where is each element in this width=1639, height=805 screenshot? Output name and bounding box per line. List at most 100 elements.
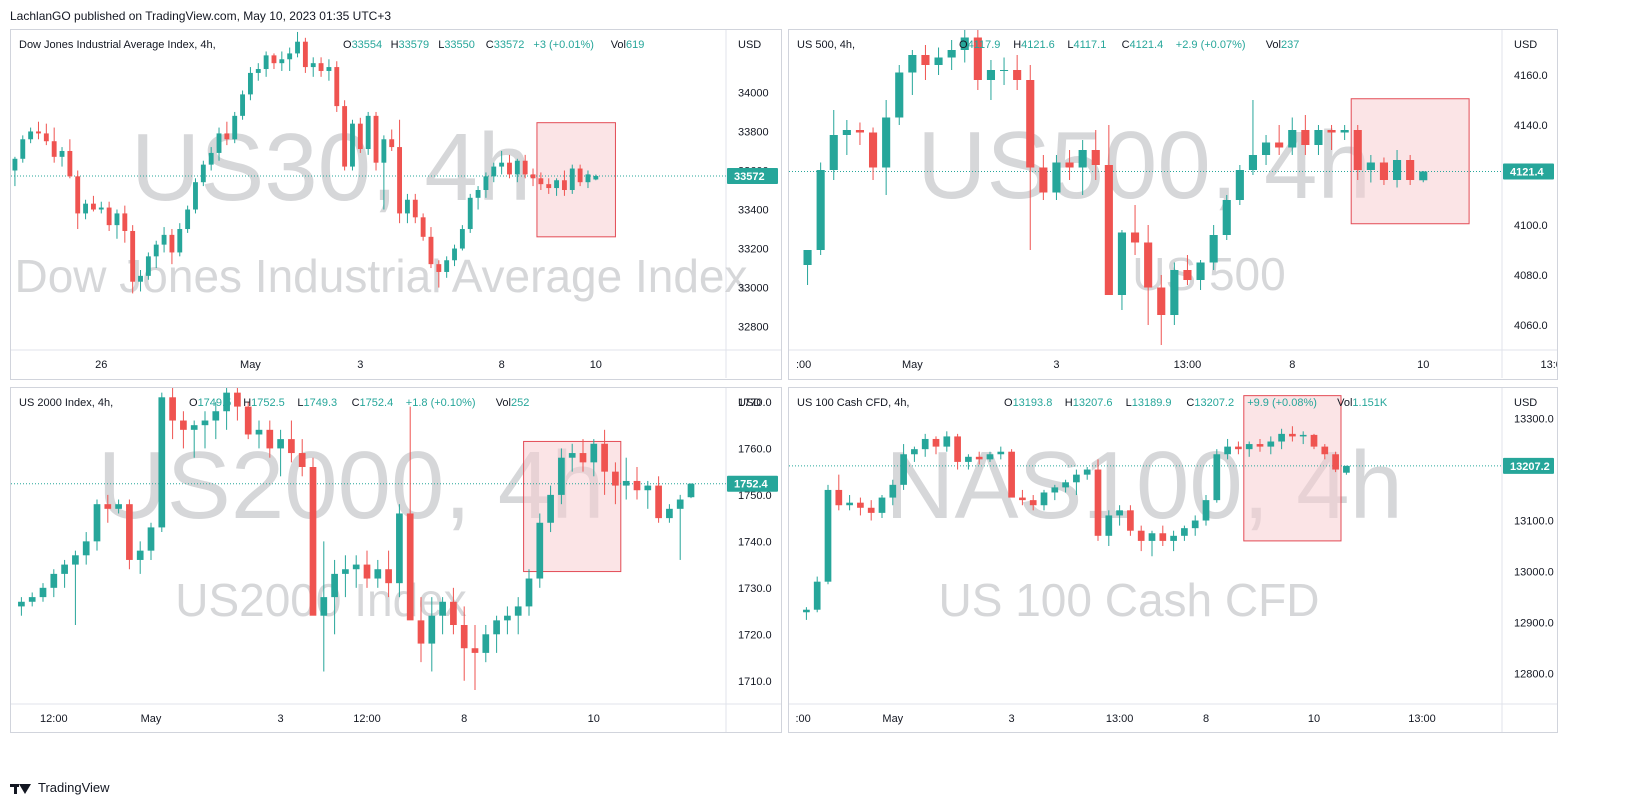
- candle-body: [439, 601, 446, 616]
- candle-body: [452, 248, 457, 261]
- legend-line: US 100 Cash CFD, 4h, O13193.8 H13207.6 L131…: [797, 397, 1388, 409]
- symbol-title: US 100 Cash CFD, 4h,: [797, 397, 910, 409]
- price-tick-label: 12800.0: [1514, 668, 1554, 680]
- candle-body: [525, 578, 533, 607]
- candle-body: [593, 175, 599, 180]
- candle-body: [138, 275, 143, 282]
- candle-body: [277, 439, 284, 449]
- candle-body: [612, 471, 619, 486]
- candle-body: [130, 230, 136, 282]
- candle-body: [577, 168, 583, 183]
- candle-body: [590, 443, 598, 463]
- legend-value-o: O13193.8: [1004, 397, 1052, 409]
- candle-body: [357, 123, 363, 150]
- legend-value-h: H33579: [391, 39, 430, 51]
- last-price-label: 13207.2: [1510, 461, 1550, 473]
- candle-body: [147, 527, 155, 551]
- price-tick-label: 1730.0: [738, 583, 772, 595]
- candle-body: [868, 132, 878, 168]
- candle-body: [1196, 262, 1205, 280]
- chart-panel-us30[interactable]: US30, 4h Dow Jones Industrial Average Ind…: [10, 29, 782, 380]
- legend-volume: Vol252: [496, 397, 530, 409]
- candle-body: [829, 135, 838, 170]
- candle-body: [208, 152, 214, 165]
- candle-body: [1209, 235, 1218, 263]
- candle-body: [161, 234, 167, 245]
- legend-volume: Vol1.151K: [1337, 397, 1388, 409]
- candle-body: [1202, 500, 1210, 521]
- candle-body: [514, 160, 520, 175]
- candle-body: [1256, 444, 1264, 447]
- price-tick-label: 33000: [738, 283, 769, 295]
- candle-body: [309, 467, 317, 616]
- candle-body: [279, 59, 285, 64]
- candle-body: [655, 485, 662, 519]
- last-price-badge: [727, 167, 778, 184]
- candle-body: [1343, 465, 1350, 473]
- price-tick-label: 4160.0: [1514, 70, 1548, 82]
- candle-body: [1083, 469, 1091, 475]
- price-tick-label: 1720.0: [738, 629, 772, 641]
- price-tick-label: 4080.0: [1514, 270, 1548, 282]
- candle-body: [295, 41, 300, 54]
- candle-body: [224, 133, 230, 140]
- candle-body: [1392, 160, 1402, 180]
- candle-body: [59, 150, 65, 157]
- legend-value-c: C1752.4: [352, 397, 394, 409]
- candle-body: [460, 625, 468, 649]
- legend-value-l: L4117.1: [1067, 39, 1106, 51]
- candle-body: [1105, 515, 1113, 536]
- candle-body: [12, 158, 18, 171]
- candle-body: [318, 63, 324, 71]
- candle-body: [1159, 533, 1167, 541]
- candle-body: [1062, 482, 1069, 488]
- price-tick-label: 33200: [738, 244, 769, 256]
- candle-body: [363, 564, 371, 579]
- candle-body: [1299, 434, 1307, 437]
- price-tick-label: 33800: [738, 126, 769, 138]
- legend-change: +9.9 (+0.08%): [1247, 397, 1317, 409]
- candle-body: [934, 57, 943, 65]
- candle-body: [1130, 232, 1140, 243]
- candle-body: [1019, 497, 1026, 501]
- candle-body: [385, 569, 392, 584]
- price-axis-unit: USD: [738, 397, 761, 409]
- candle-body: [676, 499, 684, 509]
- candle-body: [298, 453, 306, 467]
- candle-body: [491, 166, 497, 177]
- candle-body: [177, 229, 183, 253]
- candle-body: [310, 63, 316, 68]
- candle-body: [287, 53, 293, 60]
- candle-body: [1289, 433, 1296, 437]
- time-tick-label: 10: [588, 713, 600, 725]
- candle-body: [1275, 142, 1284, 148]
- price-tick-label: 13300.0: [1514, 414, 1554, 426]
- candle-body: [342, 569, 349, 574]
- legend-value-h: H1752.5: [243, 397, 285, 409]
- time-tick-label: May: [902, 359, 923, 371]
- candle-body: [428, 615, 436, 644]
- candle-body: [1144, 242, 1153, 288]
- candle-body: [1065, 162, 1074, 168]
- candle-body: [28, 131, 34, 140]
- legend-value-l: L1749.3: [297, 397, 337, 409]
- candle-body: [1073, 474, 1080, 483]
- candle-body: [216, 133, 222, 153]
- footer: TradingView: [10, 780, 110, 795]
- candle-body: [1379, 162, 1389, 180]
- candle-body: [855, 130, 865, 133]
- candle-body: [1406, 160, 1415, 180]
- candle-body: [803, 609, 810, 613]
- candle-body: [334, 67, 340, 107]
- candle-body: [633, 480, 641, 491]
- candle-body: [104, 504, 112, 509]
- last-price-label: 4121.4: [1510, 167, 1545, 179]
- candle-body: [622, 480, 630, 486]
- candle-body: [122, 213, 128, 231]
- legend-value-h: H4121.6: [1013, 39, 1055, 51]
